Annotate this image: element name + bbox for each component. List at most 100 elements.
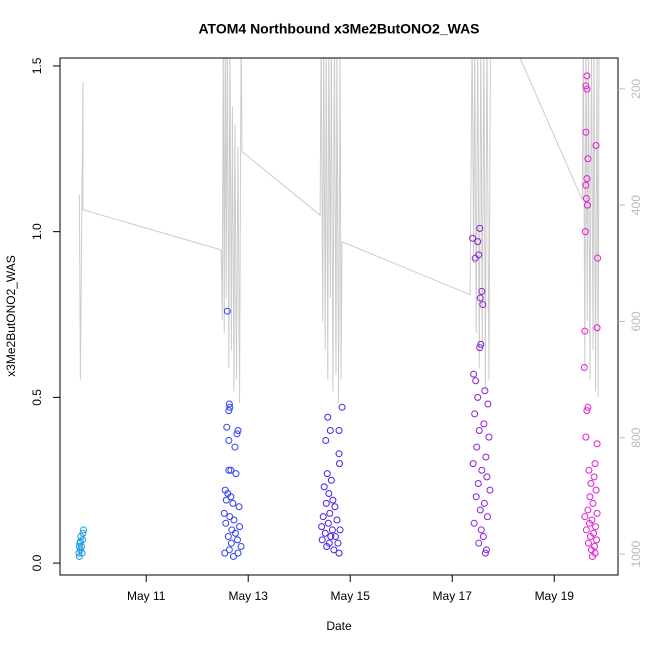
data-point	[331, 533, 339, 541]
data-point	[323, 470, 331, 478]
x-tick-label: May 17	[433, 589, 473, 603]
data-point	[475, 539, 483, 547]
data-point	[474, 480, 482, 488]
data-point	[486, 486, 494, 494]
data-point	[76, 538, 84, 546]
data-point	[327, 476, 335, 484]
data-point	[225, 436, 233, 444]
data-point	[78, 549, 86, 557]
data-point	[79, 526, 87, 534]
x-tick-label: May 15	[331, 589, 371, 603]
data-point	[226, 403, 234, 411]
data-point	[235, 503, 243, 511]
data-point	[593, 324, 601, 332]
data-point	[223, 307, 231, 315]
data-point	[583, 175, 591, 183]
data-point	[222, 519, 230, 527]
data-point	[481, 549, 489, 557]
data-point	[583, 72, 591, 80]
data-point	[334, 539, 342, 547]
data-point	[475, 427, 483, 435]
data-point	[482, 453, 490, 461]
data-point	[335, 450, 343, 458]
data-point	[329, 496, 337, 504]
data-point	[75, 542, 83, 550]
data-point	[582, 195, 590, 203]
data-point	[477, 526, 485, 534]
data-point	[482, 546, 490, 554]
data-point	[583, 85, 591, 93]
data-point	[594, 254, 602, 262]
x-tick-label: May 19	[535, 589, 575, 603]
data-point	[336, 460, 344, 468]
data-point	[593, 440, 601, 448]
data-point	[584, 506, 592, 514]
data-point	[318, 536, 326, 544]
altitude-line	[78, 58, 600, 403]
data-point	[330, 546, 338, 554]
data-point	[581, 327, 589, 335]
data-point	[229, 552, 237, 560]
data-point	[581, 228, 589, 236]
y-axis-label: x3Me2ButONO2_WAS	[4, 255, 18, 377]
data-point	[479, 301, 487, 309]
data-point	[585, 519, 593, 527]
data-point	[78, 536, 86, 544]
data-point	[478, 466, 486, 474]
data-point	[225, 407, 233, 415]
data-point	[586, 533, 594, 541]
data-point	[323, 542, 331, 550]
data-point	[582, 128, 590, 136]
data-point	[331, 503, 339, 511]
data-point	[473, 443, 481, 451]
data-point	[220, 509, 228, 517]
data-point	[472, 493, 480, 501]
data-point	[326, 427, 334, 435]
data-point	[233, 536, 241, 544]
data-point	[480, 499, 488, 507]
data-point	[338, 403, 346, 411]
data-point	[479, 533, 487, 541]
data-point	[586, 493, 594, 501]
data-point	[232, 470, 240, 478]
data-point	[592, 141, 600, 149]
y-tick-label: 0.5	[30, 389, 44, 406]
data-point	[76, 546, 84, 554]
data-point	[227, 493, 235, 501]
data-point	[581, 513, 589, 521]
data-point	[237, 542, 245, 550]
data-point	[79, 529, 87, 537]
x-tick-label: May 11	[127, 589, 166, 603]
data-point	[480, 420, 488, 428]
data-point	[328, 526, 336, 534]
data-point	[470, 519, 478, 527]
data-point	[471, 254, 479, 262]
data-point	[589, 499, 597, 507]
data-point	[324, 519, 332, 527]
data-point	[335, 549, 343, 557]
data-point	[471, 410, 479, 418]
data-point	[582, 82, 590, 90]
data-point	[225, 466, 233, 474]
data-point	[325, 489, 333, 497]
data-point	[224, 533, 232, 541]
x-tick-label: May 13	[229, 589, 269, 603]
data-point	[591, 460, 599, 468]
data-point	[585, 466, 593, 474]
y2-tick-label: 800	[629, 427, 643, 447]
data-point	[483, 513, 491, 521]
data-point	[229, 499, 237, 507]
data-point	[327, 533, 335, 541]
plot-frame	[59, 57, 619, 576]
y2-tick-label: 200	[629, 78, 643, 98]
data-point	[472, 377, 480, 385]
data-point	[469, 460, 477, 468]
data-point	[234, 549, 242, 557]
data-point	[485, 433, 493, 441]
data-point	[227, 539, 235, 547]
data-point	[227, 466, 235, 474]
x-axis-label: Date	[326, 619, 352, 633]
data-point	[335, 427, 343, 435]
data-point	[476, 224, 484, 232]
data-point	[476, 294, 484, 302]
